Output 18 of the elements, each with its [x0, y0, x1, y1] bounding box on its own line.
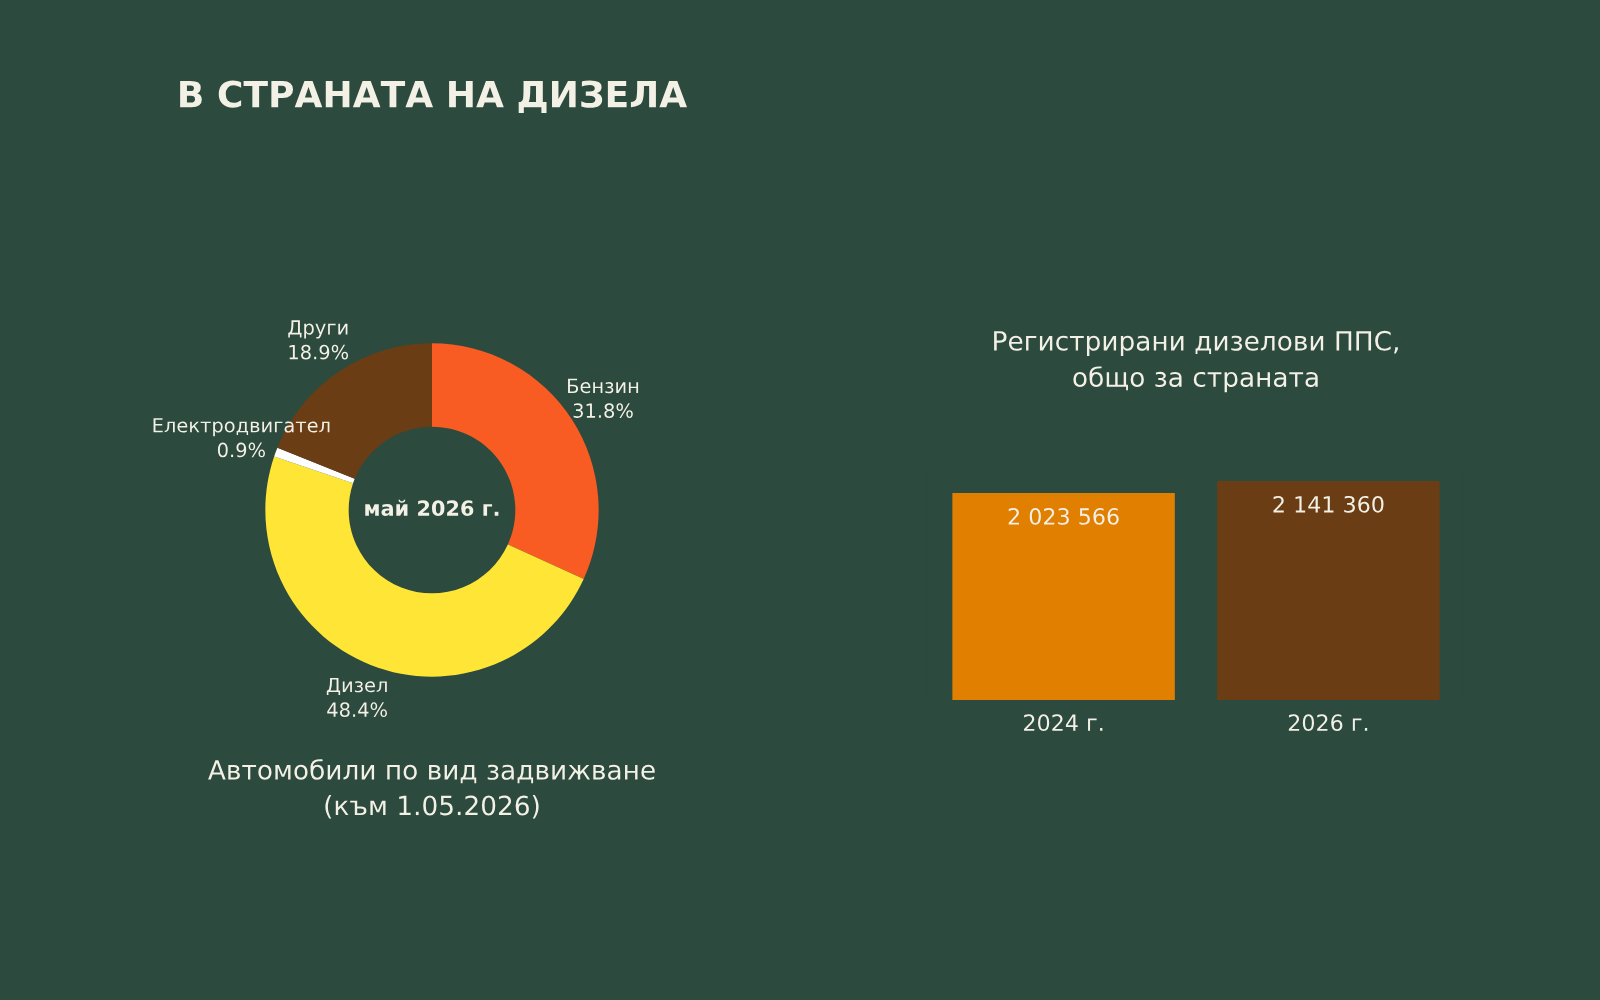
data-label: 31.8%	[573, 403, 633, 418]
data-label: 2 141 360	[1273, 495, 1384, 513]
slice-label: Бензин	[568, 378, 639, 394]
donut-slice	[265, 456, 584, 677]
donut-slice	[274, 447, 355, 484]
chart-title: В СТРАНАТА НА ДИЗЕЛА	[180, 80, 687, 113]
data-label: 48.4%	[327, 702, 387, 718]
text: Автомобили по вид задвижване (към 1.05.2026)	[208, 759, 655, 819]
x-tick-label: 2026 г.	[1288, 714, 1368, 732]
data-label: 2 023 566	[1008, 508, 1119, 525]
text: май 2026 г.	[365, 499, 499, 517]
data-label: 18.9%	[289, 344, 349, 360]
chart-title: Регистрирани дизелови ППС, общо за страната	[994, 330, 1398, 393]
slice-label: Дизел	[326, 677, 387, 696]
slice-label: Други	[288, 320, 348, 339]
x-tick-label: 2024 г.	[1024, 714, 1103, 732]
slice-label: Електродвигател	[153, 418, 330, 437]
data-label: 0.9%	[217, 442, 265, 458]
